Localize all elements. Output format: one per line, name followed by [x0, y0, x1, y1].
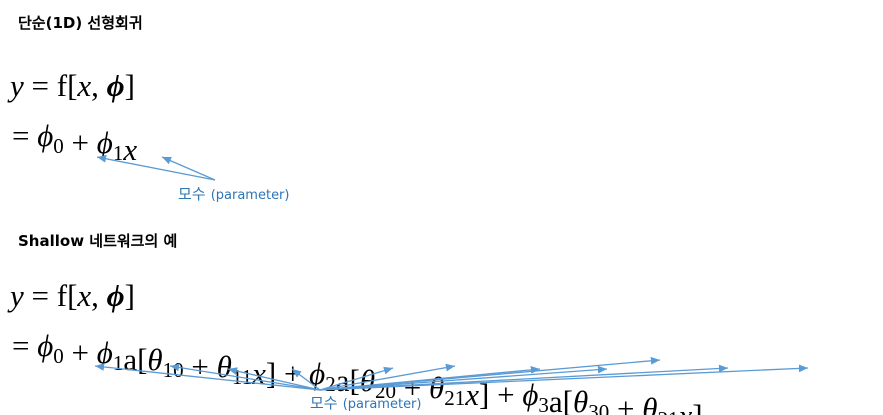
math-subscript: 0	[53, 344, 64, 368]
math-symbol: ϕ	[522, 377, 538, 412]
equation-line: y = f[x, ϕ]	[7, 68, 135, 103]
math-token: ]	[125, 68, 135, 103]
math-subscript: 1	[113, 141, 124, 165]
math-subscript: 31	[657, 407, 678, 415]
math-token: x	[251, 356, 266, 391]
math-symbol: ϕ	[97, 125, 113, 160]
equation-line: y = f[x, ϕ]	[7, 278, 135, 313]
math-symbol: ϕ	[37, 118, 53, 153]
math-subscript: 0	[53, 134, 64, 158]
math-subscript: 1	[113, 351, 124, 375]
math-token: ]	[692, 398, 702, 415]
math-token: +	[64, 125, 97, 160]
math-subscript: 2	[325, 372, 336, 396]
math-symbol: θ	[360, 363, 375, 398]
math-token: ]	[125, 278, 135, 313]
math-token: a	[549, 384, 563, 415]
heading: Shallow 네트워크의 예	[18, 232, 177, 250]
math-token: x	[76, 278, 91, 313]
math-token: a	[123, 342, 137, 377]
equation-line: = ϕ0 + ϕ1x	[12, 118, 137, 167]
math-token: ,	[91, 278, 107, 313]
math-token: [	[563, 384, 573, 415]
math-symbol: ϕ	[97, 335, 113, 370]
math-token: f	[57, 278, 68, 313]
math-token: +	[609, 391, 642, 415]
math-token: y	[7, 68, 24, 103]
math-token: [	[67, 278, 77, 313]
math-symbol: θ	[429, 370, 444, 405]
math-token: ]	[479, 377, 489, 412]
arrows	[94, 356, 809, 391]
math-token: x	[122, 132, 137, 167]
heading: 단순(1D) 선형회귀	[18, 14, 143, 32]
math-token: x	[464, 377, 479, 412]
math-symbol: ϕ	[107, 278, 125, 313]
math-token: =	[24, 278, 57, 313]
math-token: y	[7, 278, 24, 313]
math-subscript: 10	[163, 358, 184, 382]
math-token: +	[489, 377, 522, 412]
math-token: x	[677, 398, 692, 415]
math-symbol: ϕ	[309, 356, 325, 391]
math-symbol: θ	[642, 391, 657, 415]
math-token: [	[67, 68, 77, 103]
math-subscript: 3	[538, 393, 549, 415]
math-token: [	[349, 363, 359, 398]
annotation: 모수 (parameter)	[178, 184, 289, 203]
math-symbol: θ	[147, 342, 162, 377]
annotation-label: 모수	[178, 185, 206, 203]
arrows	[96, 154, 216, 181]
math-token: =	[24, 68, 57, 103]
math-token: =	[12, 328, 37, 363]
math-token: +	[64, 335, 97, 370]
math-token: ,	[91, 68, 107, 103]
math-token: =	[12, 118, 37, 153]
annotation-note: (parameter)	[211, 188, 290, 203]
annotation-note: (parameter)	[343, 397, 422, 412]
math-symbol: ϕ	[37, 328, 53, 363]
math-token: ]	[266, 356, 276, 391]
math-subscript: 21	[444, 386, 465, 410]
annotation: 모수 (parameter)	[310, 393, 421, 412]
math-symbol: θ	[573, 384, 588, 415]
math-symbol: ϕ	[107, 68, 125, 103]
math-subscript: 30	[588, 400, 609, 415]
annotation-label: 모수	[310, 394, 338, 412]
math-token: x	[76, 68, 91, 103]
math-token: [	[137, 342, 147, 377]
math-token: f	[57, 68, 68, 103]
